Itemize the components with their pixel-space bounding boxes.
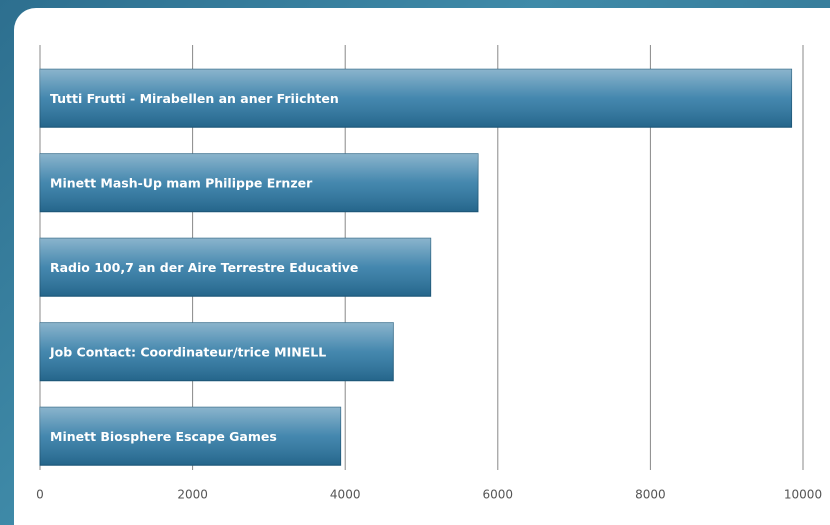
category-label: Radio 100,7 an der Aire Terrestre Educat…	[50, 260, 358, 275]
category-label: Minett Mash-Up mam Philippe Ernzer	[50, 175, 313, 190]
category-label: Job Contact: Coordinateur/trice MINELL	[49, 344, 326, 359]
x-tick-label: 8000	[635, 488, 666, 502]
x-tick-label: 2000	[177, 488, 208, 502]
category-label: Minett Biosphere Escape Games	[50, 429, 277, 444]
x-tick-label: 4000	[330, 488, 361, 502]
x-tick-label: 10000	[784, 488, 822, 502]
category-label: Tutti Frutti - Mirabellen an aner Friich…	[50, 91, 339, 106]
x-tick-label: 6000	[483, 488, 514, 502]
x-tick-label: 0	[36, 488, 44, 502]
